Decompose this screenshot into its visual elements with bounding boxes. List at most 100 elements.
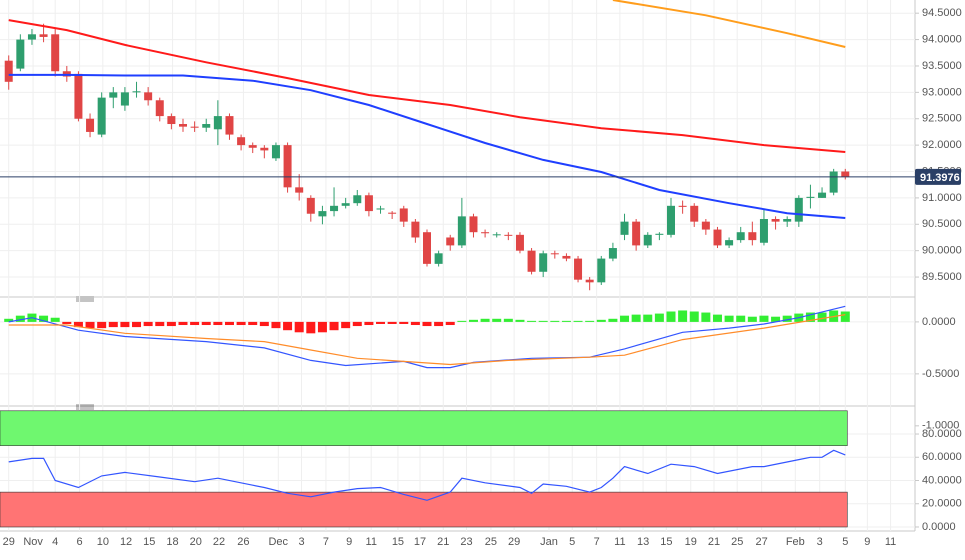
y-tick-label: -1.0000	[922, 420, 959, 432]
macd-bar	[364, 321, 374, 326]
candle-body	[818, 192, 827, 198]
macd-bar	[712, 314, 722, 322]
macd-bar	[108, 321, 118, 328]
candle-body	[39, 34, 48, 37]
candle-body	[794, 197, 803, 222]
macd-bar	[376, 321, 386, 324]
candle-body	[353, 195, 362, 204]
y-tick-label: 92.5000	[922, 113, 962, 125]
macd-bar	[759, 315, 769, 322]
candle-body	[655, 233, 664, 235]
rsi-band	[0, 491, 848, 528]
x-tick-label: 9	[346, 536, 352, 548]
candle-body	[97, 97, 106, 135]
candle-body	[608, 248, 617, 259]
candle-body	[144, 92, 153, 101]
candle-body	[725, 240, 734, 246]
candle-body	[155, 100, 164, 117]
macd-bar	[573, 320, 583, 322]
macd-bar	[155, 321, 165, 327]
indicator-line	[8, 73, 846, 219]
macd-bar	[538, 320, 548, 322]
macd-bar	[515, 319, 525, 322]
macd-bar	[550, 320, 560, 322]
macd-bar	[445, 321, 455, 326]
y-tick-label: 90.5000	[922, 218, 962, 230]
macd-bar	[283, 321, 293, 331]
x-tick-label: 21	[708, 536, 720, 548]
candle-body	[597, 258, 606, 283]
panel	[0, 305, 915, 375]
candle-body	[632, 221, 641, 246]
candle-body	[283, 145, 292, 188]
x-tick-label: 6	[77, 536, 83, 548]
macd-bar	[736, 315, 746, 322]
x-tick-label: 25	[731, 536, 743, 548]
candle-body	[771, 219, 780, 222]
x-tick-label: 22	[213, 536, 225, 548]
macd-bar	[631, 314, 641, 322]
candle-body	[341, 203, 350, 206]
x-tick-label: 5	[569, 536, 575, 548]
x-tick-label: 27	[756, 536, 768, 548]
indicator-line	[8, 449, 846, 501]
y-tick-label: 92.0000	[922, 139, 962, 151]
x-tick-label: 13	[637, 536, 649, 548]
candle-body	[783, 219, 792, 222]
macd-bar	[492, 318, 502, 322]
macd-bar	[178, 321, 188, 326]
panel-handle[interactable]	[76, 296, 94, 302]
macd-bar	[294, 321, 304, 333]
candle-body	[550, 253, 559, 255]
candle-body	[225, 116, 234, 135]
indicator-line	[8, 305, 846, 369]
candle-body	[736, 232, 745, 241]
candle-body	[446, 237, 455, 246]
x-tick-label: 3	[298, 536, 304, 548]
candle-body	[748, 232, 757, 241]
macd-bar	[143, 321, 153, 327]
x-tick-label: 11	[885, 536, 896, 548]
macd-bar	[236, 321, 246, 326]
macd-bar	[620, 315, 630, 322]
macd-bar	[782, 315, 792, 322]
macd-bar	[224, 321, 234, 326]
macd-bar	[97, 321, 107, 329]
candle-body	[330, 205, 339, 212]
x-tick-label: 26	[237, 536, 249, 548]
macd-bar	[39, 315, 49, 322]
x-tick-label: 19	[685, 536, 697, 548]
candle-body	[202, 124, 211, 128]
x-tick-label: 11	[614, 536, 625, 548]
y-tick-label: 0.0000	[922, 316, 956, 328]
macd-bar	[527, 320, 537, 322]
x-tick-label: 5	[842, 536, 848, 548]
x-tick-label: 7	[323, 536, 329, 548]
candle-body	[667, 205, 675, 235]
candle-body	[295, 187, 304, 193]
macd-bar	[190, 321, 200, 326]
candle-body	[527, 250, 536, 272]
x-tick-label: Dec	[268, 536, 288, 548]
y-tick-label: 40.0000	[922, 474, 962, 486]
macd-bar	[585, 320, 595, 322]
y-tick-label: 94.5000	[922, 7, 962, 19]
x-tick-label: 29	[3, 536, 15, 548]
candle-body	[574, 258, 583, 280]
x-tick-label: Feb	[786, 536, 805, 548]
x-tick-label: 29	[508, 536, 520, 548]
macd-bar	[4, 318, 14, 322]
macd-bar	[73, 321, 83, 328]
panel-handle[interactable]	[76, 404, 94, 410]
y-tick-label: 90.0000	[922, 245, 962, 257]
indicator-line	[612, 0, 846, 48]
macd-bar	[213, 321, 223, 326]
candle-body	[690, 205, 699, 222]
macd-bar	[771, 316, 781, 322]
macd-bar	[701, 312, 711, 322]
x-tick-label: 25	[485, 536, 497, 548]
macd-bar	[306, 321, 316, 334]
x-tick-label: 4	[52, 536, 58, 548]
macd-bar	[561, 320, 571, 322]
macd-bar	[643, 314, 653, 322]
